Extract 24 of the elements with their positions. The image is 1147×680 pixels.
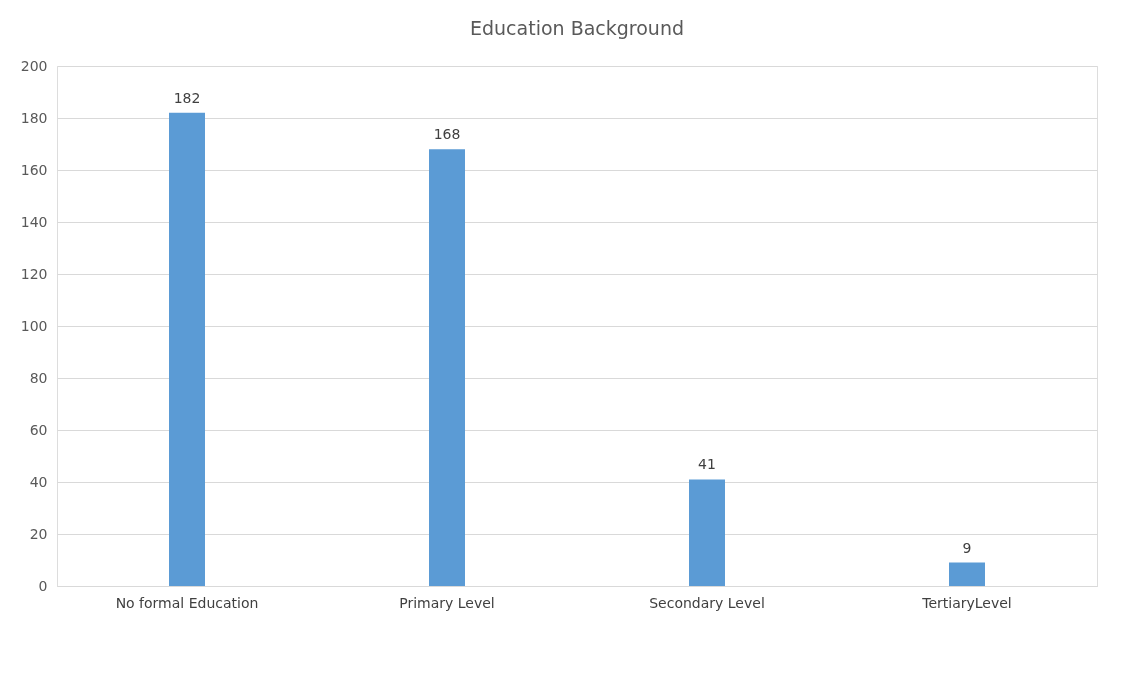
data-label: 9	[962, 539, 972, 556]
y-tick-label: 120	[20, 265, 48, 282]
y-tick-label: 200	[20, 57, 48, 74]
bar	[169, 112, 205, 586]
bar	[689, 479, 725, 586]
y-tick-label: 160	[20, 161, 48, 178]
bar	[429, 149, 465, 586]
data-label: 182	[173, 89, 201, 106]
chart-title: Education Background	[470, 17, 684, 39]
data-label: 41	[698, 456, 716, 473]
data-label: 168	[433, 126, 461, 143]
y-tick-label: 140	[20, 213, 48, 230]
bar	[949, 562, 985, 586]
y-tick-label: 100	[20, 317, 48, 334]
y-tick-label: 180	[20, 109, 48, 126]
y-tick-label: 80	[29, 369, 48, 386]
y-tick-label: 0	[38, 577, 48, 594]
x-tick-label: No formal Education	[115, 594, 259, 611]
y-tick-label: 40	[29, 473, 48, 490]
x-tick-label: Primary Level	[399, 594, 495, 611]
x-tick-label: Secondary Level	[649, 594, 765, 611]
y-tick-label: 60	[29, 421, 48, 438]
y-tick-label: 20	[29, 525, 48, 542]
x-tick-label: TertiaryLevel	[921, 594, 1012, 611]
